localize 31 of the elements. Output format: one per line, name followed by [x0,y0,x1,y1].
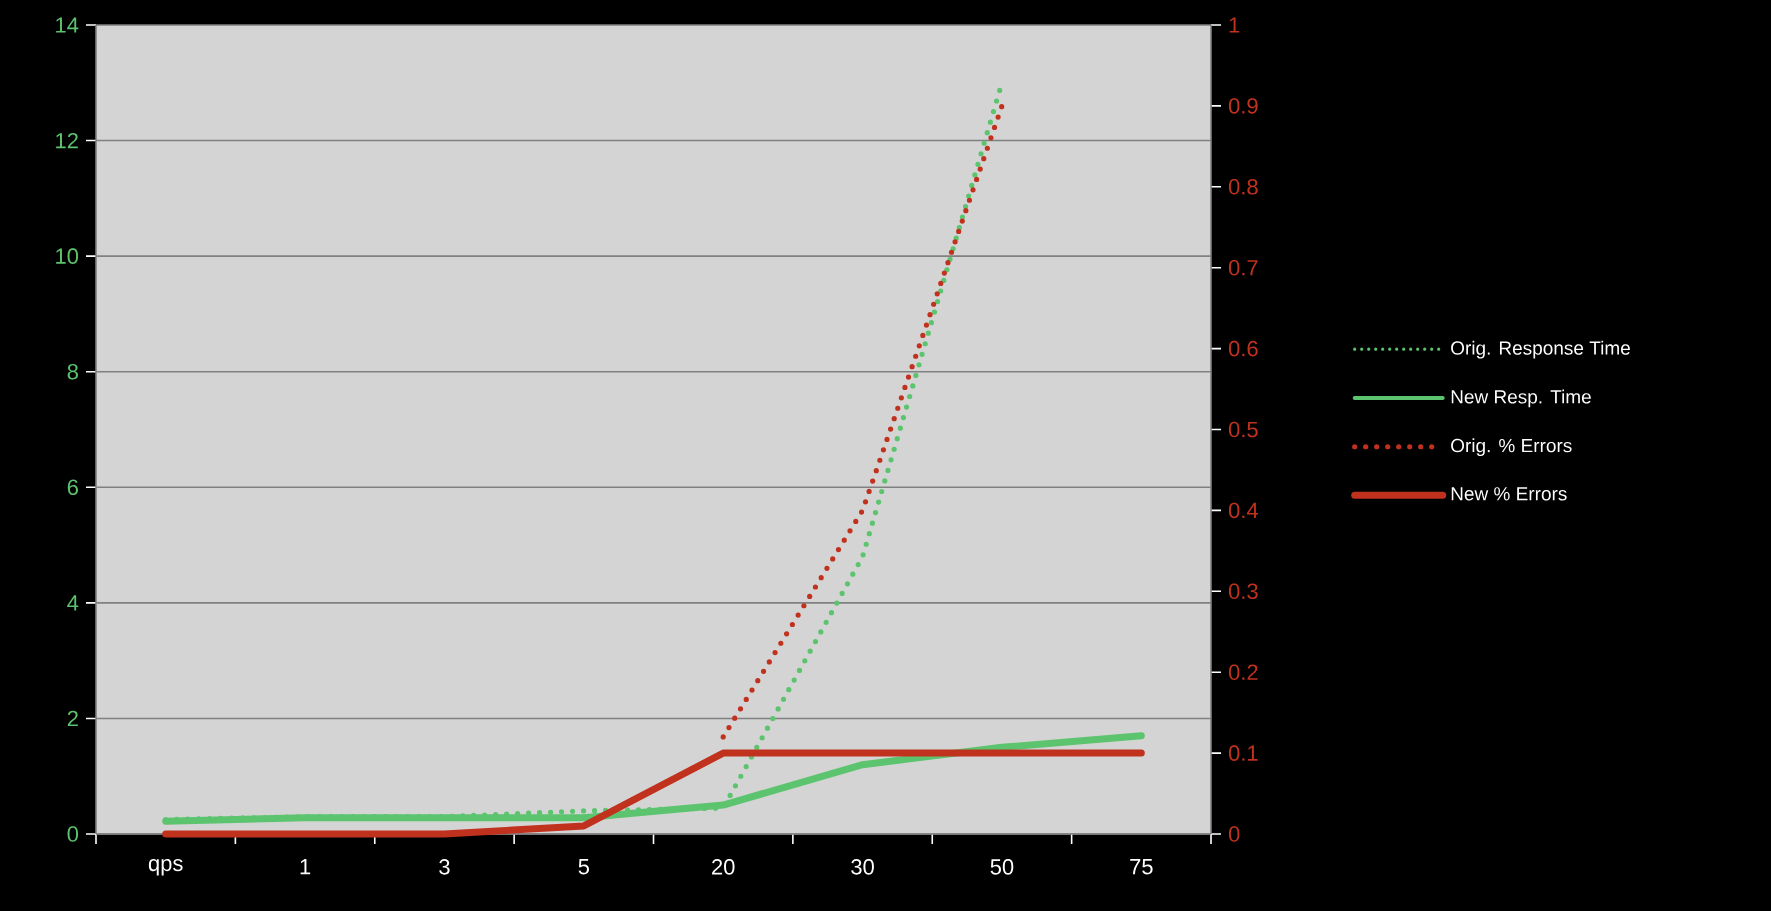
y-tick-label: 2 [67,710,78,727]
y2-tick-label: 0.6 [1228,340,1258,357]
y2-tick-label: 0 [1228,826,1240,842]
x-tick-label: 50 [990,859,1014,875]
x-tick-label: 75 [1130,859,1153,875]
y2-tick-label: 0.3 [1228,583,1258,600]
y-tick-label: 6 [67,479,78,496]
y-tick-label: 14 [56,17,79,33]
x-tick-label: 5 [578,859,589,875]
y2-tick-label: 0.4 [1228,502,1258,519]
legend-label: New Resp. Time [1451,389,1591,408]
x-tick-label: 1 [300,859,311,875]
y-tick-label: 12 [56,132,78,149]
x-tick-label: 30 [851,859,874,875]
y2-tick-label: 0.5 [1228,421,1258,438]
y2-tick-label: 0.1 [1228,745,1258,761]
y-tick-label: 10 [56,248,79,264]
legend-label: New % Errors [1451,487,1567,501]
y2-tick-label: 0.2 [1228,664,1258,680]
x-tick-label: 20 [712,859,735,875]
y2-tick-label: 0.7 [1228,259,1258,276]
y2-tick-label: 0.8 [1228,179,1258,195]
legend-label: Orig. Response Time [1451,340,1630,359]
y-tick-label: 4 [67,595,79,611]
y-tick-label: 0 [67,826,79,842]
x-tick-label: qps [148,859,183,876]
y-tick-label: 8 [67,363,78,380]
y2-tick-label: 0.9 [1228,98,1258,114]
y2-tick-label: 1 [1229,17,1240,33]
legend-label: Orig. % Errors [1451,438,1572,457]
x-tick-label: 3 [439,859,450,875]
